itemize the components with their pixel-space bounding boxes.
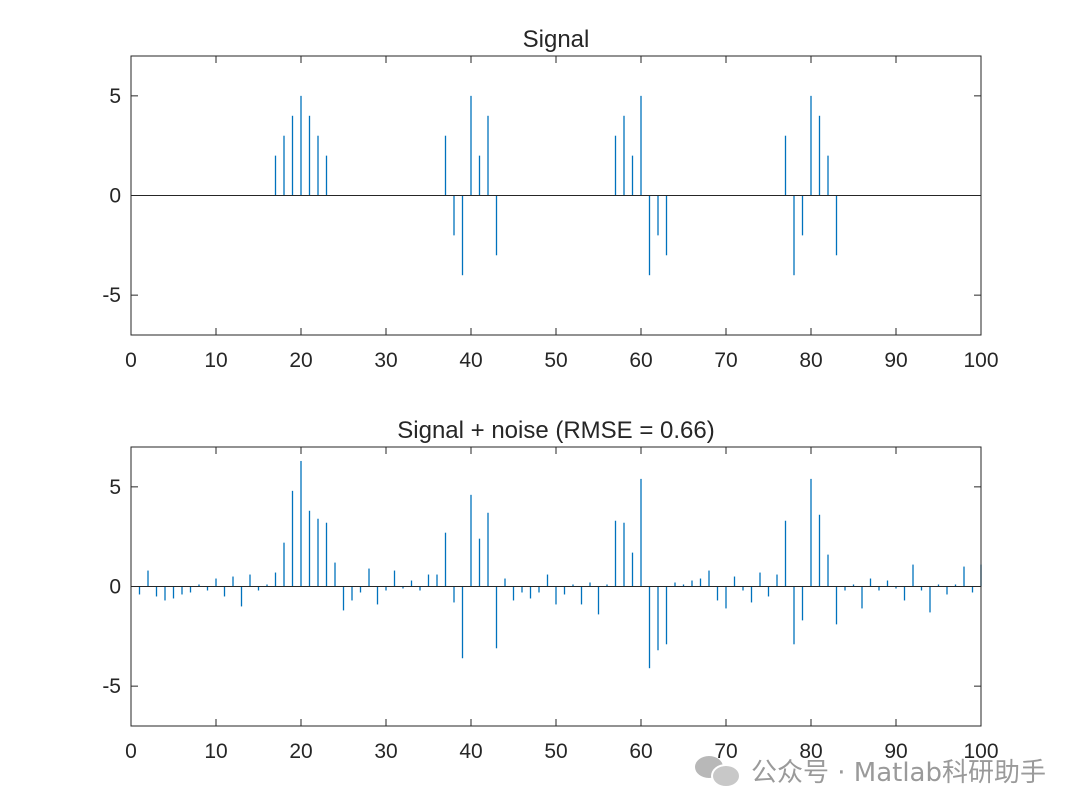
x-tick-label: 0 [125,349,137,372]
y-tick-label: -5 [102,675,121,698]
x-tick-label: 70 [714,740,737,763]
axes-box [130,55,982,336]
x-tick-label: 100 [963,349,998,372]
watermark-text: 公众号 · Matlab科研助手 [750,758,1046,788]
x-tick-label: 50 [544,349,567,372]
chart-title: Signal [523,26,590,53]
x-tick-label: 90 [884,349,907,372]
x-tick-label: 80 [799,740,822,763]
stem-series [274,95,838,276]
x-tick-label: 10 [204,740,227,763]
y-tick-label: 5 [109,85,121,108]
x-tick-label: 50 [544,740,567,763]
x-tick-label: 90 [884,740,907,763]
axis-ticks: 0 10 20 30 40 50 60 70 80 90 100 -5 0 5 [102,56,999,372]
x-tick-label: 80 [799,349,822,372]
x-tick-label: 70 [714,349,737,372]
axes-signal: Signal 0 10 20 30 40 50 60 70 80 90 100 -5 0 5 [102,26,998,372]
y-tick-label: 0 [109,185,121,208]
x-tick-label: 0 [125,740,137,763]
x-tick-label: 60 [629,740,652,763]
wechat-icon [694,754,741,788]
watermark: 公众号 · Matlab科研助手 [694,752,1046,789]
x-tick-label: 30 [374,349,397,372]
y-tick-label: 5 [109,476,121,499]
axis-ticks: 0 10 20 30 40 50 60 70 80 90 100 -5 0 5 [102,447,999,763]
y-tick-label: -5 [102,284,121,307]
x-tick-label: 60 [629,349,652,372]
x-tick-label: 30 [374,740,397,763]
chart-title: Signal + noise (RMSE = 0.66) [397,417,715,444]
y-tick-label: 0 [109,576,121,599]
axes-signal-noise: Signal + noise (RMSE = 0.66) 0 10 20 30 40 50… [102,417,998,763]
x-tick-label: 10 [204,349,227,372]
x-tick-label: 20 [289,349,312,372]
x-tick-label: 100 [963,740,998,763]
x-tick-label: 40 [459,349,482,372]
x-tick-label: 40 [459,740,482,763]
axes-box [130,446,982,727]
x-tick-label: 20 [289,740,312,763]
